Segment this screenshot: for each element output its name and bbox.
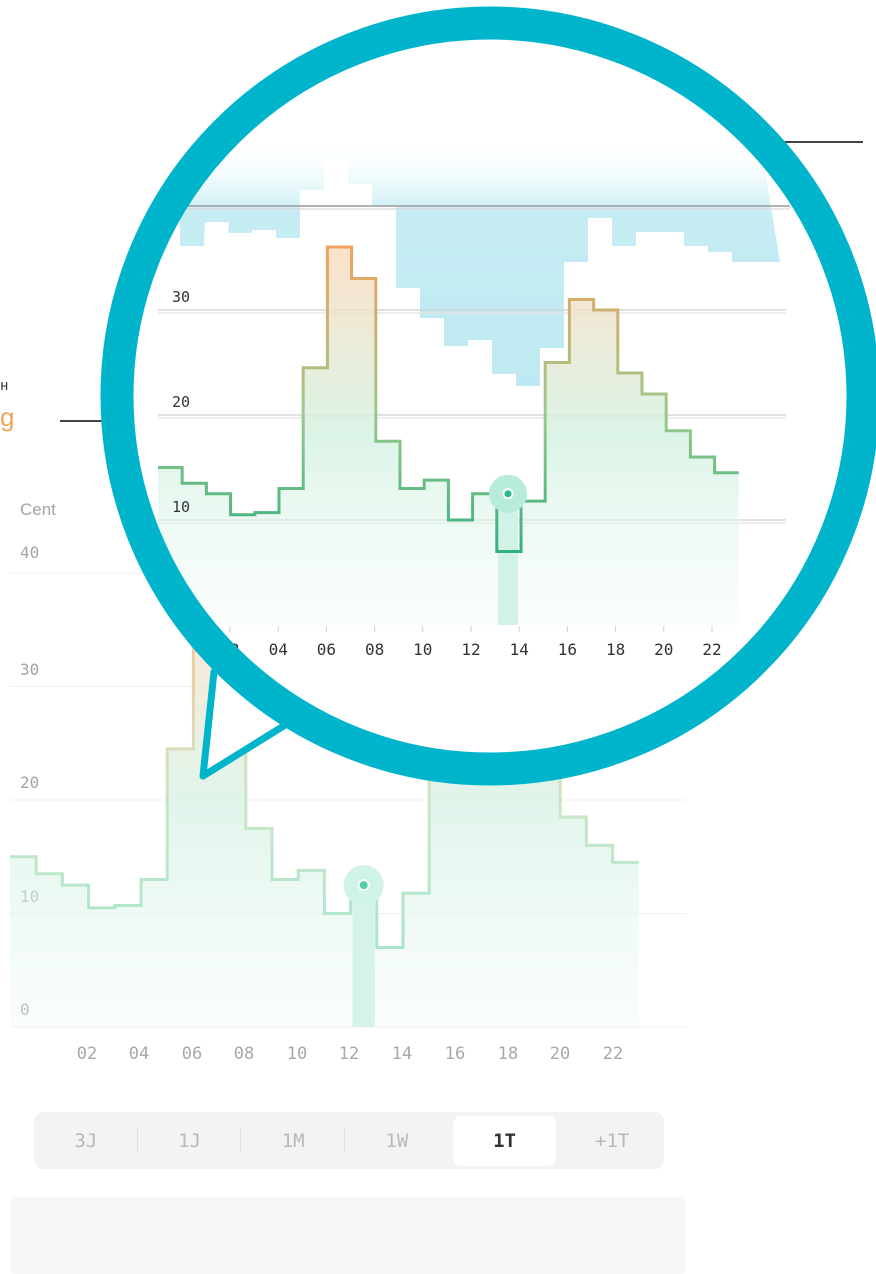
zoom-price-area — [158, 247, 739, 625]
x-tick-20: 20 — [549, 1044, 571, 1064]
x-tick-08: 08 — [233, 1044, 255, 1064]
zoom-current-hour-highlight — [498, 493, 518, 625]
range-option-plus-1t[interactable]: +1T — [595, 1129, 630, 1152]
zoom-x-tick: 06 — [317, 640, 336, 659]
x-tick-02: 02 — [76, 1044, 98, 1064]
range-option-1w[interactable]: 1W — [385, 1129, 409, 1152]
zoom-y-tick: 10 — [172, 498, 190, 516]
x-tick-18: 18 — [497, 1044, 519, 1064]
zoom-y-axis: 30 20 10 — [172, 288, 190, 516]
zoom-current-price-marker — [489, 474, 527, 513]
y-tick-20: 20 — [20, 773, 40, 792]
zoom-x-tick: 18 — [606, 640, 625, 659]
zoom-x-tick: 08 — [365, 640, 384, 659]
header-small-text: н — [0, 378, 9, 394]
x-tick-16: 16 — [444, 1044, 466, 1064]
zoom-x-tick: 14 — [510, 640, 529, 659]
x-tick-12: 12 — [338, 1044, 360, 1064]
zoom-y-tick: 20 — [172, 393, 190, 411]
y-tick-30: 30 — [20, 660, 40, 679]
zoom-x-tick: 10 — [413, 640, 432, 659]
x-tick-06: 06 — [181, 1044, 203, 1064]
marker-dot — [357, 879, 370, 892]
header-price-text: g — [0, 402, 15, 432]
info-card — [10, 1197, 686, 1274]
zoom-background-area — [180, 140, 780, 386]
x-tick-04: 04 — [128, 1044, 150, 1064]
current-price-marker — [343, 865, 384, 906]
time-range-selector: 3J 1J 1M 1W 1T +1T — [34, 1112, 664, 1169]
range-option-1m[interactable]: 1M — [241, 1116, 346, 1166]
zoom-x-tick: 16 — [558, 640, 577, 659]
x-tick-22: 22 — [602, 1044, 624, 1064]
zoom-x-tick: 22 — [702, 640, 721, 659]
x-tick-10: 10 — [286, 1044, 308, 1064]
range-option-1t[interactable]: 1T — [452, 1115, 557, 1166]
current-hour-highlight — [352, 885, 375, 1027]
range-option-1j[interactable]: 1J — [138, 1116, 242, 1166]
range-option-3j[interactable]: 3J — [34, 1116, 138, 1166]
zoom-x-tick: 04 — [269, 640, 288, 659]
zoom-x-tick: 20 — [654, 640, 673, 659]
zoom-y-tick: 30 — [172, 288, 190, 306]
zoom-x-axis: 02 04 06 08 10 12 14 16 18 20 22 — [220, 626, 722, 659]
y-tick-40: 40 — [20, 543, 40, 562]
zoom-x-tick: 12 — [461, 640, 480, 659]
y-axis-unit-label: Cent — [20, 500, 56, 519]
zoom-price-line — [158, 245, 739, 553]
x-tick-14: 14 — [391, 1044, 413, 1064]
zoom-marker-dot — [502, 488, 514, 500]
